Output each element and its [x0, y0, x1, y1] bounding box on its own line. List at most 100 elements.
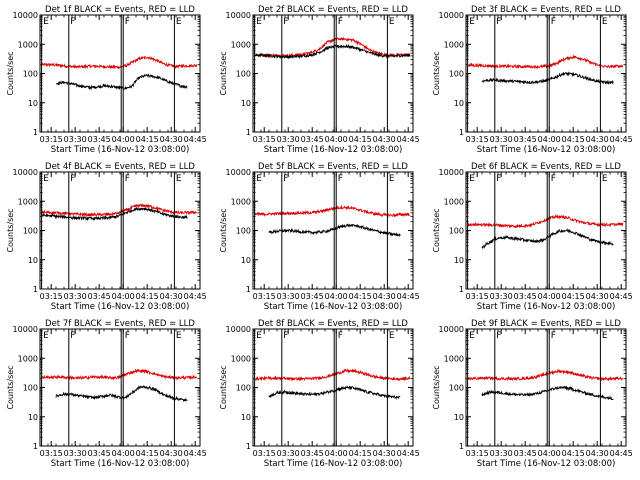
x-tick-label: 03:30 — [64, 449, 87, 458]
time-marker-label: E — [43, 174, 49, 184]
y-tick-label: 100 — [23, 384, 38, 393]
detector-plot-8: Det 8f BLACK = Events, RED = LLD E F F E 1 10 1… — [219, 319, 420, 469]
x-tick-label: 03:45 — [514, 292, 537, 301]
time-marker-label: F — [70, 331, 75, 341]
x-tick-label: 04:00 — [325, 449, 348, 458]
x-tick-label: 04:15 — [136, 292, 159, 301]
plot-frame — [39, 171, 201, 290]
x-tick-label: 04:30 — [373, 292, 396, 301]
y-tick-label: 10000 — [226, 11, 251, 20]
x-tick-label: 03:15 — [40, 449, 63, 458]
lld-series-line — [41, 203, 198, 218]
time-marker-label: E — [256, 17, 262, 27]
y-tick-label: 1000 — [231, 197, 251, 206]
detector-plot-5: Det 5f BLACK = Events, RED = LLD E F F E 1 10 1… — [219, 162, 420, 312]
time-marker-label: E — [256, 331, 262, 341]
y-axis-label: Counts/sec — [432, 208, 441, 252]
plot-frame — [465, 171, 627, 290]
time-marker-label: F — [283, 331, 288, 341]
time-marker-label: E — [176, 331, 182, 341]
y-tick-label: 1000 — [231, 354, 251, 363]
x-tick-label: 04:00 — [112, 292, 135, 301]
y-tick-label: 10000 — [439, 168, 464, 177]
y-tick-label: 1000 — [18, 354, 38, 363]
x-tick-label: 04:30 — [373, 449, 396, 458]
plot-frame — [39, 328, 201, 447]
y-tick-label: 10 — [241, 256, 251, 265]
plot-title: Det 6f BLACK = Events, RED = LLD — [471, 162, 621, 172]
y-tick-label: 100 — [23, 70, 38, 79]
y-tick-label: 1 — [33, 128, 38, 137]
plot-frame — [465, 328, 627, 447]
x-tick-label: 03:30 — [277, 135, 300, 144]
plot-frame — [252, 14, 414, 133]
y-tick-label: 100 — [236, 70, 251, 79]
x-tick-label: 03:15 — [466, 449, 489, 458]
time-marker-label: E — [469, 174, 475, 184]
detector-plot-6: Det 6f BLACK = Events, RED = LLD E F F E 1 10 1… — [432, 162, 633, 312]
x-tick-label: 04:45 — [184, 292, 207, 301]
x-tick-label: 04:15 — [136, 135, 159, 144]
x-tick-label: 03:45 — [301, 449, 324, 458]
x-axis-label: Start Time (16-Nov-12 03:08:00) — [264, 302, 403, 312]
x-tick-label: 04:00 — [325, 292, 348, 301]
lld-series-line — [254, 204, 410, 218]
time-marker-label: E — [389, 331, 395, 341]
plot-title: Det 9f BLACK = Events, RED = LLD — [471, 319, 621, 329]
time-marker-label: E — [43, 331, 49, 341]
x-tick-label: 03:45 — [514, 135, 537, 144]
plot-title: Det 2f BLACK = Events, RED = LLD — [258, 5, 408, 15]
plot-frame — [252, 328, 414, 447]
x-tick-label: 03:30 — [64, 135, 87, 144]
y-axis-label: Counts/sec — [219, 365, 228, 409]
lld-series-line — [254, 36, 411, 59]
x-tick-label: 03:15 — [253, 449, 276, 458]
y-tick-label: 1 — [459, 442, 464, 451]
plot-title: Det 7f BLACK = Events, RED = LLD — [45, 319, 195, 329]
y-tick-label: 1 — [459, 128, 464, 137]
x-tick-label: 03:30 — [490, 292, 513, 301]
x-tick-label: 04:30 — [586, 292, 609, 301]
x-tick-label: 03:30 — [490, 449, 513, 458]
y-tick-label: 100 — [236, 384, 251, 393]
detector-plot-1: Det 1f BLACK = Events, RED = LLD E F F E 1 10 1… — [6, 5, 207, 155]
x-tick-label: 04:30 — [373, 135, 396, 144]
y-tick-label: 100 — [449, 227, 464, 236]
time-marker-label: F — [125, 331, 130, 341]
plot-title: Det 4f BLACK = Events, RED = LLD — [45, 162, 195, 172]
x-tick-label: 04:15 — [562, 449, 585, 458]
x-tick-label: 03:45 — [88, 449, 111, 458]
x-axis-label: Start Time (16-Nov-12 03:08:00) — [51, 145, 190, 155]
y-tick-label: 1 — [246, 285, 251, 294]
time-marker-label: E — [389, 174, 395, 184]
x-tick-label: 04:15 — [349, 135, 372, 144]
x-tick-label: 03:45 — [514, 449, 537, 458]
y-tick-label: 1000 — [18, 197, 38, 206]
time-marker-label: F — [125, 174, 130, 184]
y-axis-label: Counts/sec — [219, 51, 228, 95]
detector-plot-2: Det 2f BLACK = Events, RED = LLD E F F E 1 10 1… — [219, 5, 420, 155]
time-marker-label: E — [469, 331, 475, 341]
y-tick-label: 10000 — [13, 168, 38, 177]
lld-series-line — [467, 54, 624, 70]
lld-series-line — [41, 368, 198, 381]
time-marker-label: F — [338, 331, 343, 341]
y-axis-label: Counts/sec — [6, 208, 15, 252]
lld-series-line — [467, 214, 624, 229]
x-tick-label: 03:45 — [301, 292, 324, 301]
x-tick-label: 04:45 — [397, 449, 420, 458]
time-marker-label: E — [602, 17, 608, 27]
time-marker-label: F — [551, 174, 556, 184]
x-tick-label: 04:15 — [136, 449, 159, 458]
x-tick-label: 04:15 — [349, 449, 372, 458]
x-tick-label: 03:30 — [490, 135, 513, 144]
y-axis-label: Counts/sec — [432, 51, 441, 95]
x-tick-label: 04:30 — [586, 135, 609, 144]
detector-plot-9: Det 9f BLACK = Events, RED = LLD E F F E 1 10 1… — [432, 319, 633, 469]
y-tick-label: 10000 — [226, 325, 251, 334]
x-tick-label: 04:00 — [112, 135, 135, 144]
x-tick-label: 04:15 — [562, 135, 585, 144]
time-marker-label: F — [338, 17, 343, 27]
time-marker-label: E — [602, 174, 608, 184]
